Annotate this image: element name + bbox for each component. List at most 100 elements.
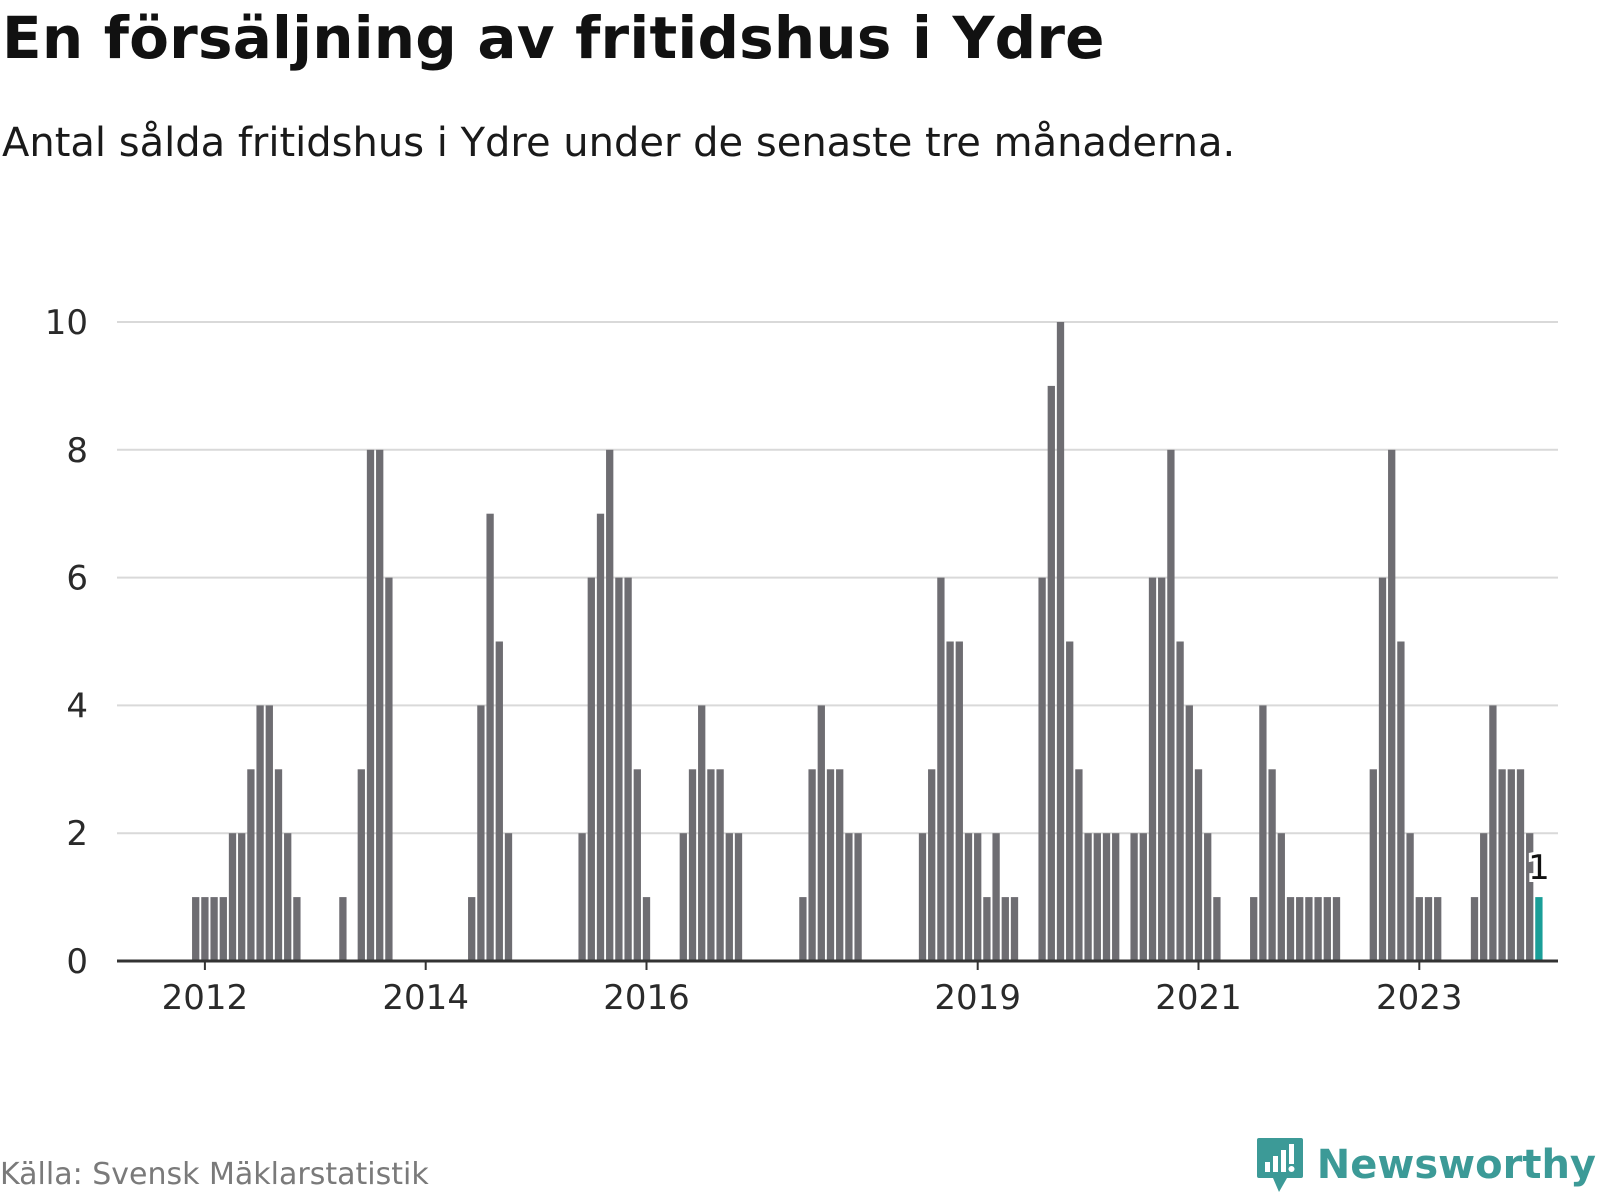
- y-tick-label: 0: [66, 942, 88, 982]
- bar: [1516, 769, 1525, 961]
- bar: [1323, 897, 1331, 961]
- bar: [192, 897, 200, 961]
- bar: [698, 705, 706, 961]
- brand-logo: Newsworthy: [1255, 1136, 1596, 1194]
- bar-chart: 0 2 4 6 8 10 2012 2014 2016 2019 2021 2023 1: [45, 303, 1558, 1018]
- bar: [606, 449, 614, 961]
- bar: [219, 897, 227, 961]
- bar: [339, 897, 347, 961]
- bar: [937, 577, 945, 961]
- bar: [265, 705, 273, 961]
- bar: [974, 833, 982, 961]
- bar: [955, 641, 963, 961]
- bar: [495, 641, 503, 961]
- x-tick-label: 2012: [162, 978, 249, 1018]
- bar: [1148, 577, 1157, 961]
- bar: [596, 513, 605, 961]
- bar: [1158, 577, 1166, 961]
- bar: [854, 833, 862, 961]
- x-tick-label: 2023: [1376, 978, 1463, 1018]
- bar: [357, 769, 365, 961]
- newsworthy-logo-icon: [1256, 1138, 1303, 1192]
- bar: [688, 769, 697, 961]
- bar: [1286, 897, 1295, 961]
- bar: [707, 769, 715, 961]
- y-tick-label: 8: [66, 431, 88, 471]
- bar: [1075, 769, 1083, 961]
- bar: [1066, 641, 1074, 961]
- bar: [826, 769, 835, 961]
- bar: [1047, 385, 1055, 961]
- y-tick-label: 10: [45, 303, 88, 343]
- bar: [1369, 769, 1377, 961]
- bar: [477, 705, 485, 961]
- x-tick-label: 2014: [382, 978, 469, 1018]
- bar: [284, 833, 292, 961]
- bar: [1268, 769, 1276, 961]
- x-axis: 2012 2014 2016 2019 2021 2023: [117, 959, 1558, 1018]
- bar: [1470, 897, 1479, 961]
- bar: [1277, 833, 1285, 961]
- gridlines: [117, 321, 1558, 835]
- bar: [1250, 897, 1258, 961]
- x-tick-label: 2016: [603, 978, 690, 1018]
- y-tick-label: 6: [66, 559, 88, 599]
- bar: [1314, 897, 1322, 961]
- bar: [1176, 641, 1184, 961]
- bar: [808, 769, 816, 961]
- bar: [1167, 449, 1175, 961]
- bar: [1112, 833, 1120, 961]
- bars: [192, 322, 1543, 961]
- bar: [201, 897, 209, 961]
- source-note: Källa: Svensk Mäklarstatistik: [0, 1157, 429, 1192]
- bar: [504, 833, 513, 961]
- y-tick-label: 4: [66, 686, 88, 726]
- bar: [642, 897, 651, 961]
- bar: [1130, 833, 1138, 961]
- bar: [1424, 897, 1433, 961]
- bar: [1139, 833, 1147, 961]
- brand-name: Newsworthy: [1316, 1142, 1596, 1188]
- bar: [1415, 897, 1423, 961]
- bar: [928, 769, 936, 961]
- bar: [845, 833, 853, 961]
- bar: [578, 833, 586, 961]
- bar: [734, 833, 743, 961]
- y-axis-ticks: 0 2 4 6 8 10: [45, 303, 88, 982]
- bar: [1489, 705, 1497, 961]
- bar: [1480, 833, 1488, 961]
- bar: [228, 833, 237, 961]
- data-labels: 1: [1525, 845, 1553, 891]
- bar: [1332, 897, 1341, 961]
- bar: [587, 577, 595, 961]
- bar: [1406, 833, 1414, 961]
- data-label: 1: [1528, 848, 1550, 888]
- bar: [1194, 769, 1203, 961]
- bar: [1378, 577, 1387, 961]
- bar: [1296, 897, 1304, 961]
- chart-subtitle: Antal sålda fritidshus i Ydre under de s…: [2, 120, 1236, 166]
- bar: [1204, 833, 1212, 961]
- bar: [1526, 833, 1534, 961]
- bar: [1507, 769, 1515, 961]
- bar: [366, 449, 375, 961]
- chart-title: En försäljning av fritidshus i Ydre: [2, 4, 1105, 72]
- bar: [293, 897, 301, 961]
- bar: [918, 833, 927, 961]
- bar: [725, 833, 733, 961]
- bar: [817, 705, 825, 961]
- bar-highlight: [1535, 897, 1543, 961]
- bar: [964, 833, 973, 961]
- bar: [624, 577, 632, 961]
- bar: [946, 641, 954, 961]
- bar: [1038, 577, 1046, 961]
- bar: [1010, 897, 1019, 961]
- bar: [385, 577, 393, 961]
- bar: [615, 577, 623, 961]
- bar: [376, 449, 384, 961]
- bar: [468, 897, 476, 961]
- y-tick-label: 2: [66, 814, 88, 854]
- bar: [1498, 769, 1506, 961]
- bar: [983, 897, 991, 961]
- bar: [1434, 897, 1442, 961]
